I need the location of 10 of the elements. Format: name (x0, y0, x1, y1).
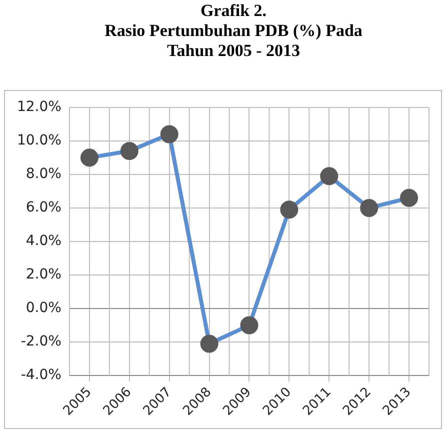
y-tick-label: 0.0% (26, 300, 62, 316)
y-tick-label: 2.0% (26, 266, 62, 283)
y-tick-label: -2.0% (20, 334, 62, 350)
y-tick-label: 8.0% (26, 166, 62, 182)
y-tick-label: 4.0% (26, 233, 62, 250)
y-tick-label: 12.0% (16, 99, 62, 116)
y-tick-label: 6.0% (26, 200, 62, 216)
y-tick-label: -4.0% (20, 367, 62, 384)
y-tick-label: 10.0% (16, 132, 62, 149)
chart-title: Grafik 2. Rasio Pertumbuhan PDB (%) Pada Tahun 2005 - 2013 (104, 1, 364, 61)
